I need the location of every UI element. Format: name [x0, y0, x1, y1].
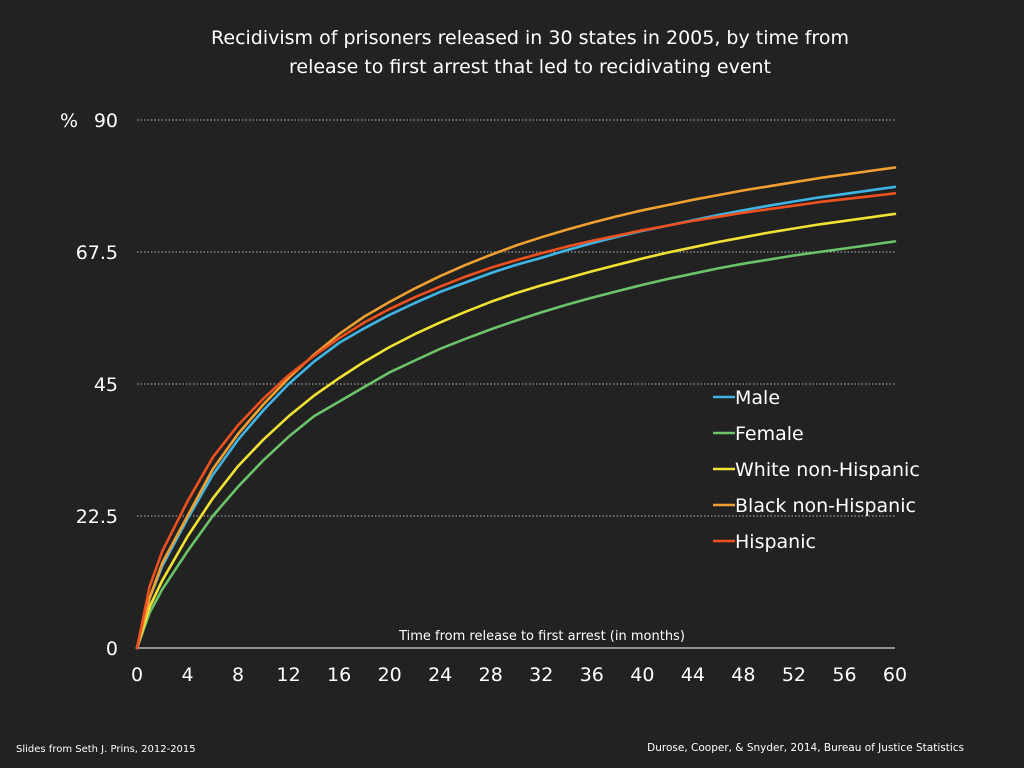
series-line-hispanic — [135, 192, 897, 650]
y-unit-label: % — [60, 110, 78, 132]
series-lines — [135, 166, 897, 650]
x-tick-labels: 0 4 8 12 16 20 24 28 32 36 40 44 48 52 56 60 — [131, 664, 907, 686]
footer-source: Durose, Cooper, & Snyder, 2014, Bureau o… — [647, 742, 964, 754]
chart-title: Recidivism of prisoners released in 30 s… — [140, 24, 920, 82]
y-tick-label-2: 45 — [94, 374, 118, 396]
x-tick-label-4: 16 — [327, 664, 351, 686]
x-axis-label: Time from release to first arrest (in mo… — [398, 629, 685, 644]
legend-label-hispanic: Hispanic — [735, 531, 816, 553]
x-tick-label-2: 8 — [232, 664, 244, 686]
y-tick-label-1: 22.5 — [76, 506, 118, 528]
x-tick-label-10: 40 — [630, 664, 654, 686]
legend-label-white-non-hispanic: White non-Hispanic — [735, 459, 920, 481]
x-tick-label-8: 32 — [529, 664, 553, 686]
x-tick-label-9: 36 — [580, 664, 604, 686]
y-tick-label-3: 67.5 — [76, 242, 118, 264]
legend-label-male: Male — [735, 387, 780, 409]
x-tick-label-15: 60 — [883, 664, 907, 686]
series-line-white-non-hispanic — [135, 212, 897, 650]
footer-credit: Slides from Seth J. Prins, 2012-2015 — [16, 744, 196, 755]
x-tick-label-11: 44 — [681, 664, 705, 686]
x-tick-label-14: 56 — [832, 664, 856, 686]
series-line-male — [135, 185, 897, 650]
title-line-2: release to first arrest that led to reci… — [288, 56, 772, 78]
legend-label-female: Female — [735, 423, 804, 445]
y-tick-labels: 0 22.5 45 67.5 90 — [76, 110, 118, 660]
title-line-1: Recidivism of prisoners released in 30 s… — [211, 27, 849, 49]
x-tick-label-5: 20 — [378, 664, 402, 686]
legend-label-black-non-hispanic: Black non-Hispanic — [735, 495, 916, 517]
series-line-black-non-hispanic — [135, 166, 897, 650]
legend: Male Female White non-Hispanic Black non-Hi… — [713, 387, 920, 553]
y-tick-label-4: 90 — [94, 110, 118, 132]
x-tick-label-3: 12 — [277, 664, 301, 686]
x-tick-label-12: 48 — [731, 664, 755, 686]
x-tick-label-13: 52 — [782, 664, 806, 686]
x-tick-label-1: 4 — [181, 664, 193, 686]
y-tick-label-0: 0 — [106, 638, 118, 660]
x-tick-label-6: 24 — [428, 664, 452, 686]
x-tick-label-0: 0 — [131, 664, 143, 686]
series-line-female — [135, 240, 897, 650]
grid-lines — [137, 119, 895, 517]
x-tick-label-7: 28 — [479, 664, 503, 686]
